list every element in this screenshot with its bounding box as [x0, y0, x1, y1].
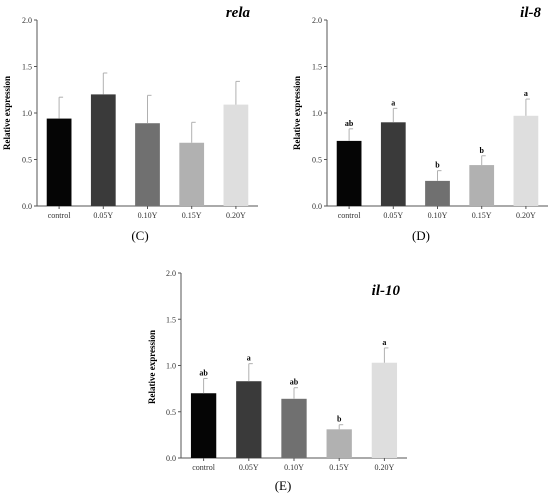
panel-d-chart: 0.00.51.01.52.0controlab0.05Ya0.10Yb0.15… — [312, 16, 548, 220]
panel-e-bar — [236, 381, 262, 458]
panel-d-significance-label: b — [435, 161, 440, 170]
panel-d-ylabel: Relative expression — [292, 76, 302, 150]
panel-d-y-tick-label: 1.5 — [312, 63, 322, 72]
panel-e-significance-label: ab — [199, 368, 208, 377]
panel-c-bar — [223, 104, 249, 206]
panel-c-bar — [135, 123, 160, 206]
panel-d: 0.00.51.01.52.0controlab0.05Ya0.10Yb0.15… — [292, 5, 548, 243]
panel-c-chart: 0.0 0.5 1.0 1.5 2.0 control 0.05Y 0.10Y 0.15Y 0.2… — [22, 16, 258, 220]
panel-d-significance-label: a — [391, 98, 395, 107]
panel-d-x-tick-label: 0.15Y — [472, 211, 492, 220]
panel-c-x-tick-label: 0.05Y — [93, 211, 113, 220]
panel-e-title: il-10 — [372, 283, 401, 299]
panel-e-x-tick-label: 0.05Y — [239, 463, 259, 472]
panel-d-x-tick-label: 0.05Y — [383, 211, 403, 220]
panel-e-significance-label: b — [337, 415, 342, 424]
panel-d-title: il-8 — [520, 5, 541, 21]
panel-e-y-tick-label: 0.5 — [166, 408, 176, 417]
panel-e-x-tick-label: control — [192, 463, 215, 472]
panel-e-y-tick-label: 2.0 — [166, 269, 176, 278]
panel-c-bar — [90, 94, 116, 206]
panel-d-x-tick-label: 0.20Y — [516, 211, 536, 220]
panel-c-y-tick-label: 2.0 — [22, 16, 32, 25]
panel-c: 0.0 0.5 1.0 1.5 2.0 control 0.05Y 0.10Y 0.15Y 0.2… — [2, 5, 258, 243]
panel-e-x-tick-label: 0.10Y — [284, 463, 304, 472]
panel-e-chart: 0.00.51.01.52.0controlab0.05Ya0.10Yab0.1… — [166, 269, 407, 472]
panel-c-x-tick-label: 0.15Y — [182, 211, 202, 220]
panel-e-ylabel: Relative expression — [147, 330, 157, 404]
panel-d-significance-label: a — [524, 89, 528, 98]
panel-e: 0.00.51.01.52.0controlab0.05Ya0.10Yab0.1… — [147, 269, 407, 493]
panel-d-x-tick-label: control — [338, 211, 361, 220]
panel-d-bar — [469, 165, 495, 206]
panel-d-significance-label: ab — [345, 119, 354, 128]
panel-d-y-tick-label: 2.0 — [312, 16, 322, 25]
panel-e-bar — [190, 393, 217, 458]
panel-e-x-tick-label: 0.20Y — [375, 463, 395, 472]
panel-d-bar — [336, 140, 362, 206]
panel-d-label: (D) — [412, 228, 430, 243]
panel-d-y-tick-label: 0.5 — [312, 156, 322, 165]
panel-c-y-tick-label: 1.5 — [22, 63, 32, 72]
panel-c-y-tick-label: 0.0 — [22, 202, 32, 211]
panel-e-y-tick-label: 0.0 — [166, 454, 176, 463]
panel-d-x-tick-label: 0.10Y — [428, 211, 448, 220]
panel-d-significance-label: b — [479, 146, 484, 155]
panel-d-y-tick-label: 1.0 — [312, 109, 322, 118]
panel-c-x-tick-label: control — [48, 211, 71, 220]
panel-e-y-tick-label: 1.5 — [166, 315, 176, 324]
panel-c-x-tick-label: 0.10Y — [138, 211, 158, 220]
panel-e-y-tick-label: 1.0 — [166, 362, 176, 371]
panel-d-bar — [380, 122, 406, 206]
panel-d-y-tick-label: 0.0 — [312, 202, 322, 211]
panel-e-bar — [371, 362, 398, 458]
panel-d-bar — [513, 115, 539, 206]
panel-e-x-tick-label: 0.15Y — [329, 463, 349, 472]
panel-c-label: (C) — [131, 228, 148, 243]
panel-c-y-tick-label: 0.5 — [22, 156, 32, 165]
panel-c-y-tick-label: 1.0 — [22, 109, 32, 118]
panel-e-bar — [281, 398, 307, 458]
panel-e-label: (E) — [275, 478, 292, 493]
panel-e-significance-label: a — [382, 338, 386, 347]
panel-e-significance-label: ab — [290, 378, 299, 387]
panel-d-bar — [425, 180, 450, 206]
panel-c-title: rela — [226, 5, 251, 21]
panel-c-ylabel: Relative expression — [2, 76, 12, 150]
panel-c-bar — [179, 142, 205, 206]
panel-c-bar — [46, 118, 72, 206]
panel-e-bar — [326, 429, 352, 458]
panel-e-significance-label: a — [247, 354, 251, 363]
panel-c-x-tick-label: 0.20Y — [226, 211, 246, 220]
